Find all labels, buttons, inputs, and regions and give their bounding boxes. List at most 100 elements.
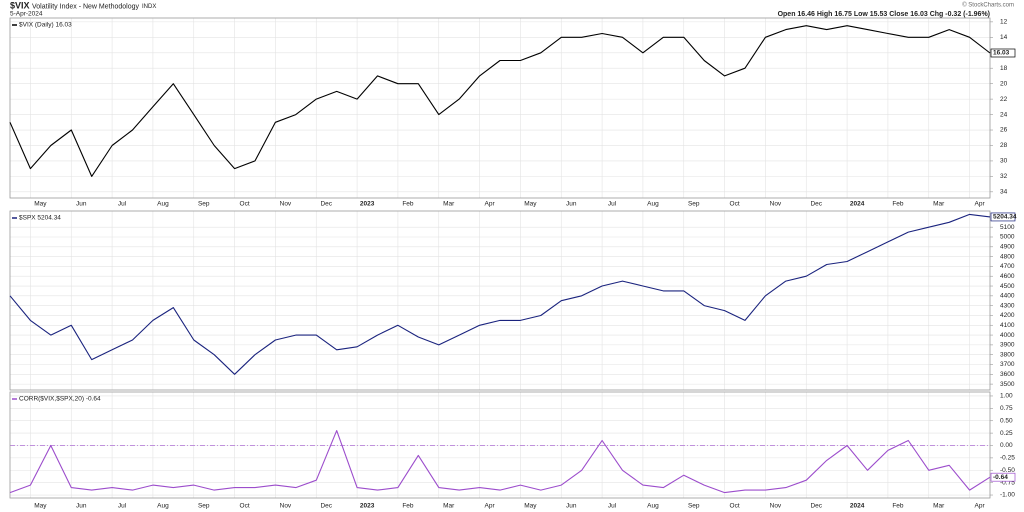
x-tick-label: Aug: [647, 201, 659, 208]
x-tick-label: Aug: [647, 503, 659, 510]
x-tick-label: Oct: [730, 503, 740, 510]
y-tick-label: 12: [1000, 19, 1008, 26]
x-tick-label: May: [524, 503, 537, 510]
x-tick-label: Mar: [933, 503, 945, 510]
x-tick-label: Jul: [608, 503, 617, 510]
legend-entry: CORR($VIX,$SPX,20) -0.64: [19, 396, 101, 403]
y-tick-label: 4700: [1000, 263, 1015, 270]
line: [9, 25, 991, 177]
x-tick-label: Apr: [975, 201, 986, 208]
x-tick-label: 2023: [360, 503, 375, 510]
x-tick-label: Mar: [443, 201, 455, 208]
x-tick-label: Feb: [402, 503, 414, 510]
panel-frame: [9, 391, 991, 499]
x-tick-label: Feb: [892, 201, 904, 208]
x-tick-label: Dec: [320, 201, 332, 208]
y-tick-label: 18: [1000, 65, 1008, 72]
y-tick-label: 22: [1000, 96, 1008, 103]
y-tick-label: 34: [1000, 189, 1008, 196]
y-tick-label: 4400: [1000, 293, 1015, 300]
y-tick-label: 4800: [1000, 253, 1015, 260]
subtitle: Volatility Index - New Methodology: [32, 3, 139, 10]
quote: Open 16.46 High 16.75 Low 15.53 Close 16…: [778, 11, 990, 18]
y-tick-label: 28: [1000, 142, 1008, 149]
x-tick-label: Jul: [118, 503, 127, 510]
x-tick-label: Apr: [975, 503, 986, 510]
y-tick-label: -1.00: [1000, 492, 1015, 499]
x-tick-label: Mar: [933, 201, 945, 208]
symbol: $VIX: [10, 0, 30, 10]
y-tick-label: -0.25: [1000, 455, 1015, 462]
y-tick-label: 4100: [1000, 322, 1015, 329]
last-value-label: 16.03: [993, 50, 1010, 57]
x-tick-label: May: [34, 503, 47, 510]
x-tick-label: Jun: [76, 201, 87, 208]
y-tick-label: 0.75: [1000, 405, 1013, 412]
y-tick-label: 5100: [1000, 224, 1015, 231]
x-tick-label: May: [34, 201, 47, 208]
x-tick-label: May: [524, 201, 537, 208]
y-tick-label: 3900: [1000, 342, 1015, 349]
y-tick-label: 32: [1000, 173, 1008, 180]
x-tick-label: Dec: [320, 503, 332, 510]
x-tick-label: 2024: [850, 201, 865, 208]
y-tick-label: 1.00: [1000, 393, 1013, 400]
x-tick-label: Sep: [198, 503, 210, 510]
last-value-label: -0.64: [993, 474, 1008, 481]
y-tick-label: 0.00: [1000, 442, 1013, 449]
y-tick-label: 20: [1000, 80, 1008, 87]
y-tick-label: 4300: [1000, 302, 1015, 309]
x-tick-label: Aug: [157, 201, 169, 208]
x-tick-label: Nov: [770, 201, 782, 208]
legend-entry: $VIX (Daily) 16.03: [19, 22, 72, 29]
x-tick-label: Feb: [402, 201, 414, 208]
credit: © StockCharts.com: [962, 2, 1014, 9]
x-tick-label: Oct: [240, 201, 250, 208]
y-tick-label: -0.50: [1000, 467, 1015, 474]
last-value-box: [990, 48, 1016, 58]
y-tick-label: 4900: [1000, 244, 1015, 251]
x-tick-label: Nov: [770, 503, 782, 510]
y-tick-label: 3500: [1000, 381, 1015, 388]
x-tick-label: Sep: [688, 503, 700, 510]
y-tick-label: 3800: [1000, 351, 1015, 358]
x-tick-label: Dec: [810, 201, 822, 208]
y-tick-label: 30: [1000, 158, 1008, 165]
x-tick-label: 2023: [360, 201, 375, 208]
x-tick-label: 2024: [850, 503, 865, 510]
y-tick-label: 4500: [1000, 283, 1015, 290]
y-tick-label: 3600: [1000, 371, 1015, 378]
x-tick-label: Oct: [730, 201, 740, 208]
x-tick-label: Jun: [566, 201, 577, 208]
y-tick-label: 24: [1000, 111, 1008, 118]
x-tick-label: Feb: [892, 503, 904, 510]
x-tick-label: Jun: [76, 503, 87, 510]
x-tick-label: Apr: [485, 201, 496, 208]
y-tick-label: 4600: [1000, 273, 1015, 280]
panel-frame: [9, 17, 991, 199]
x-tick-label: Nov: [280, 201, 292, 208]
y-tick-label: 26: [1000, 127, 1008, 134]
date: 5-Apr-2024: [10, 11, 43, 18]
exchange: INDX: [142, 4, 156, 10]
last-value-box: [990, 212, 1016, 222]
x-tick-label: Oct: [240, 503, 250, 510]
x-tick-label: Sep: [198, 201, 210, 208]
last-value-box: [990, 472, 1016, 482]
y-tick-label: 0.25: [1000, 430, 1013, 437]
x-tick-label: Mar: [443, 503, 455, 510]
y-tick-label: 4200: [1000, 312, 1015, 319]
x-tick-label: Jun: [566, 503, 577, 510]
x-tick-label: Jul: [608, 201, 617, 208]
last-value-label: 5204.34: [993, 214, 1017, 221]
x-tick-label: Sep: [688, 201, 700, 208]
x-tick-label: Jul: [118, 201, 127, 208]
x-tick-label: Aug: [157, 503, 169, 510]
x-tick-label: Apr: [485, 503, 496, 510]
x-tick-label: Dec: [810, 503, 822, 510]
x-tick-label: Nov: [280, 503, 292, 510]
y-tick-label: 4000: [1000, 332, 1015, 339]
y-tick-label: -0.75: [1000, 479, 1015, 486]
